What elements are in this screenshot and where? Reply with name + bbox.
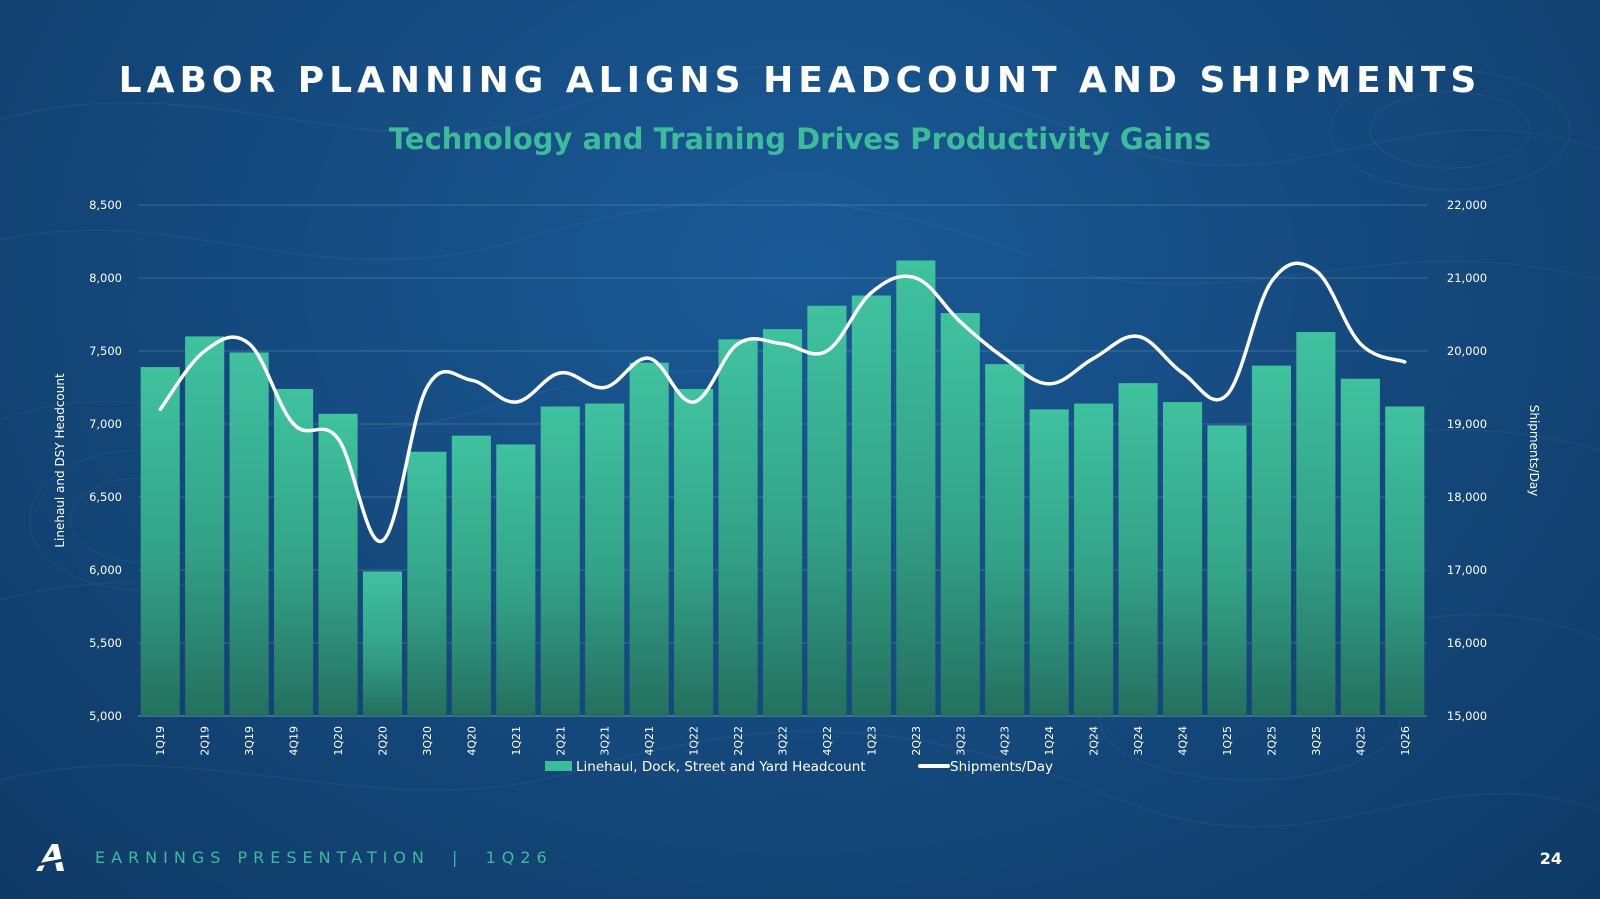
bar	[985, 364, 1025, 716]
x-tick-label: 3Q24	[1132, 726, 1145, 756]
line-series	[158, 261, 1407, 543]
legend-swatch-bar	[545, 761, 572, 771]
y-tick-label: 5,000	[89, 709, 122, 723]
footer-label: EARNINGS PRESENTATION | 1Q26	[95, 848, 553, 867]
bar	[896, 260, 936, 716]
bar	[274, 388, 314, 716]
x-tick-label: 4Q25	[1354, 726, 1367, 756]
bar	[585, 403, 625, 716]
y-tick-label: 7,000	[89, 417, 122, 431]
x-tick-label: 4Q20	[465, 726, 478, 756]
bar	[140, 367, 180, 716]
shipments-line	[158, 261, 1407, 543]
bar	[451, 435, 491, 716]
a-logo-icon	[34, 844, 66, 871]
y2-tick-label: 22,000	[1447, 198, 1487, 212]
y-tick-label: 5,500	[89, 636, 122, 650]
x-tick-label: 2Q24	[1088, 726, 1101, 756]
y2-tick-label: 18,000	[1447, 490, 1487, 504]
bar	[718, 339, 758, 716]
x-tick-label: 2Q23	[910, 726, 923, 756]
x-tick-label: 4Q19	[288, 726, 301, 756]
combo-chart: 5,000 5,500 6,000 6,500 7,000 7,500 8,000 8,500…	[53, 198, 1541, 775]
y-tick-label: 7,500	[89, 344, 122, 358]
bar	[185, 336, 225, 716]
x-tick-label: 3Q25	[1310, 726, 1323, 756]
y2-tick-label: 21,000	[1447, 271, 1487, 285]
legend: Linehaul, Dock, Street and Yard Headcoun…	[545, 759, 1053, 775]
x-tick-label: 1Q22	[688, 726, 701, 756]
bar	[496, 444, 536, 716]
bar	[318, 413, 358, 716]
slide-title: LABOR PLANNING ALIGNS HEADCOUNT AND SHIP…	[118, 60, 1482, 101]
y-tick-label: 8,500	[89, 198, 122, 212]
y2-tick-label: 19,000	[1447, 417, 1487, 431]
x-tick-label: 3Q21	[599, 726, 612, 756]
x-tick-label: 1Q19	[154, 726, 167, 756]
y2-tick-label: 16,000	[1447, 636, 1487, 650]
y2-axis-title: Shipments/Day	[1527, 405, 1541, 497]
bar	[362, 571, 403, 716]
x-tick-label: 1Q25	[1221, 726, 1234, 756]
bar	[851, 295, 891, 716]
bar	[1074, 403, 1114, 716]
bar	[1162, 402, 1203, 716]
x-tick-label: 2Q21	[554, 726, 567, 756]
bar	[540, 406, 580, 716]
x-tick-label: 1Q23	[865, 726, 878, 756]
legend-label-bar: Linehaul, Dock, Street and Yard Headcoun…	[576, 759, 866, 775]
axes: 5,000 5,500 6,000 6,500 7,000 7,500 8,000 8,500…	[53, 198, 1541, 756]
bar	[407, 451, 447, 716]
bar	[1340, 378, 1380, 716]
y2-tick-label: 15,000	[1447, 709, 1487, 723]
x-tick-label: 4Q22	[821, 726, 834, 756]
bar	[1251, 365, 1291, 716]
bar	[229, 352, 269, 716]
bar	[629, 362, 669, 716]
x-tick-label: 4Q21	[643, 726, 656, 756]
x-tick-label: 2Q19	[199, 726, 212, 756]
x-tick-label: 3Q20	[421, 726, 434, 756]
bar	[1029, 409, 1069, 716]
legend-label-line: Shipments/Day	[950, 759, 1053, 775]
x-tick-label: 2Q20	[376, 726, 389, 756]
x-tick-label: 1Q21	[510, 726, 523, 756]
x-tick-label: 1Q26	[1399, 726, 1412, 756]
x-tick-label: 1Q24	[1043, 726, 1056, 756]
y2-tick-label: 17,000	[1447, 563, 1487, 577]
bar	[807, 305, 847, 716]
x-tick-label: 2Q22	[732, 726, 745, 756]
x-tick-label: 1Q20	[332, 726, 345, 756]
bar	[1207, 425, 1247, 716]
bar	[1118, 383, 1158, 716]
bar	[674, 388, 714, 716]
bar	[1296, 332, 1336, 716]
x-tick-label: 3Q23	[954, 726, 967, 756]
x-tick-label: 3Q19	[243, 726, 256, 756]
x-tick-label: 4Q24	[1177, 726, 1190, 756]
bar-series	[140, 260, 1425, 716]
x-tick-label: 3Q22	[777, 726, 790, 756]
x-tick-label: 4Q23	[999, 726, 1012, 756]
y-tick-label: 6,000	[89, 563, 122, 577]
bar	[940, 313, 980, 716]
slide-subtitle: Technology and Training Drives Productiv…	[388, 122, 1212, 156]
page-number: 24	[1539, 849, 1562, 868]
bar	[1385, 406, 1425, 716]
bar	[762, 329, 803, 716]
x-tick-label: 2Q25	[1265, 726, 1278, 756]
y-tick-label: 8,000	[89, 271, 122, 285]
y2-tick-label: 20,000	[1447, 344, 1487, 358]
y-tick-label: 6,500	[89, 490, 122, 504]
y-axis-title: Linehaul and DSY Headcount	[53, 373, 67, 548]
